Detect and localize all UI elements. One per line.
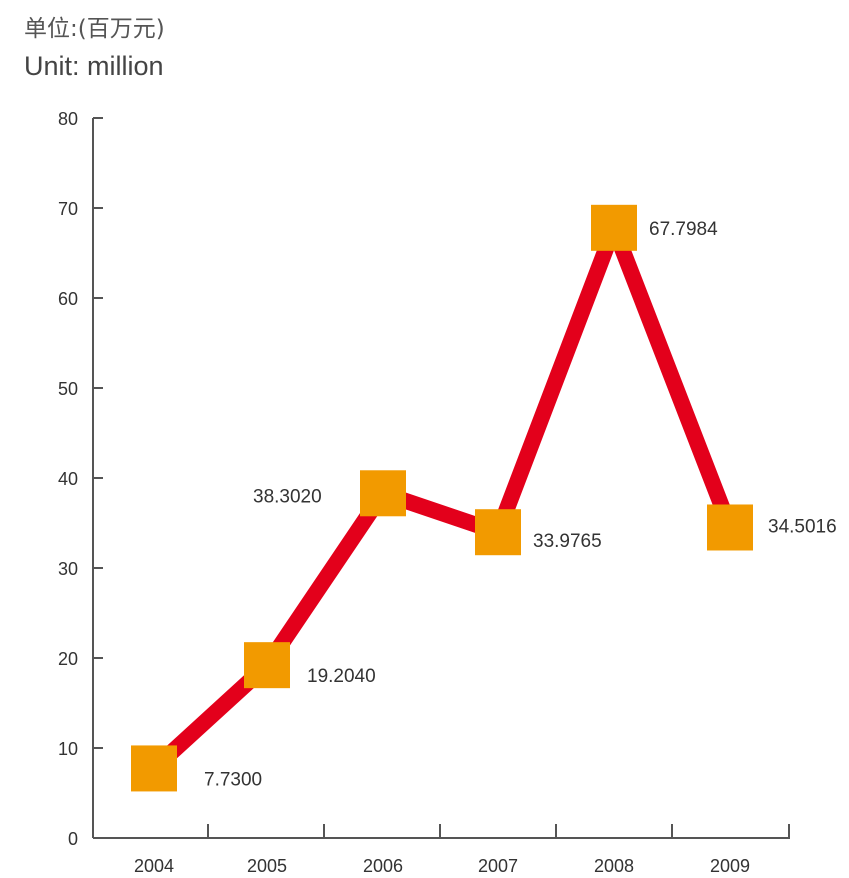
- y-tick-label: 10: [58, 739, 78, 759]
- data-label-2004: 7.7300: [204, 769, 262, 790]
- x-tick-label: 2006: [363, 856, 403, 876]
- data-marker-2006: [360, 470, 406, 517]
- x-tick-label: 2007: [478, 856, 518, 876]
- y-tick-label: 80: [58, 109, 78, 129]
- x-tick-label: 2008: [594, 856, 634, 876]
- data-label-2009: 34.5016: [768, 516, 837, 537]
- series-line-group: [148, 205, 738, 775]
- data-label-2006: 38.3020: [253, 486, 322, 507]
- y-tick-label: 0: [68, 829, 78, 849]
- x-tick-label: 2005: [247, 856, 287, 876]
- x-tick-label: 2009: [710, 856, 750, 876]
- y-tick-label: 50: [58, 379, 78, 399]
- data-label-2005: 19.2040: [307, 666, 376, 687]
- y-tick-label: 60: [58, 289, 78, 309]
- unit-label-cn: 单位:(百万元): [24, 16, 165, 42]
- data-marker-2005: [244, 642, 290, 689]
- x-tick-label: 2004: [134, 856, 174, 876]
- data-label-2008: 67.7984: [649, 219, 718, 240]
- data-marker-2004: [131, 745, 177, 792]
- y-tick-label: 30: [58, 559, 78, 579]
- axes: 0 10 20 30 40 50 60 70 80 2004 2005 2006 2007 2008 200…: [58, 109, 790, 876]
- y-tick-label: 70: [58, 199, 78, 219]
- data-marker-2008: [591, 204, 637, 251]
- unit-caption: 单位:(百万元) Unit: million: [24, 12, 165, 86]
- y-tick-label: 40: [58, 469, 78, 489]
- y-tick-label: 20: [58, 649, 78, 669]
- data-label-2007: 33.9765: [533, 531, 602, 552]
- unit-label-en: Unit: million: [24, 51, 164, 81]
- data-labels-group: 7.7300 19.2040 38.3020 33.9765 67.7984 34.501…: [204, 219, 837, 791]
- markers-group: [131, 204, 753, 792]
- data-marker-2007: [475, 509, 521, 556]
- data-marker-2009: [707, 504, 753, 551]
- series-line: [148, 205, 738, 775]
